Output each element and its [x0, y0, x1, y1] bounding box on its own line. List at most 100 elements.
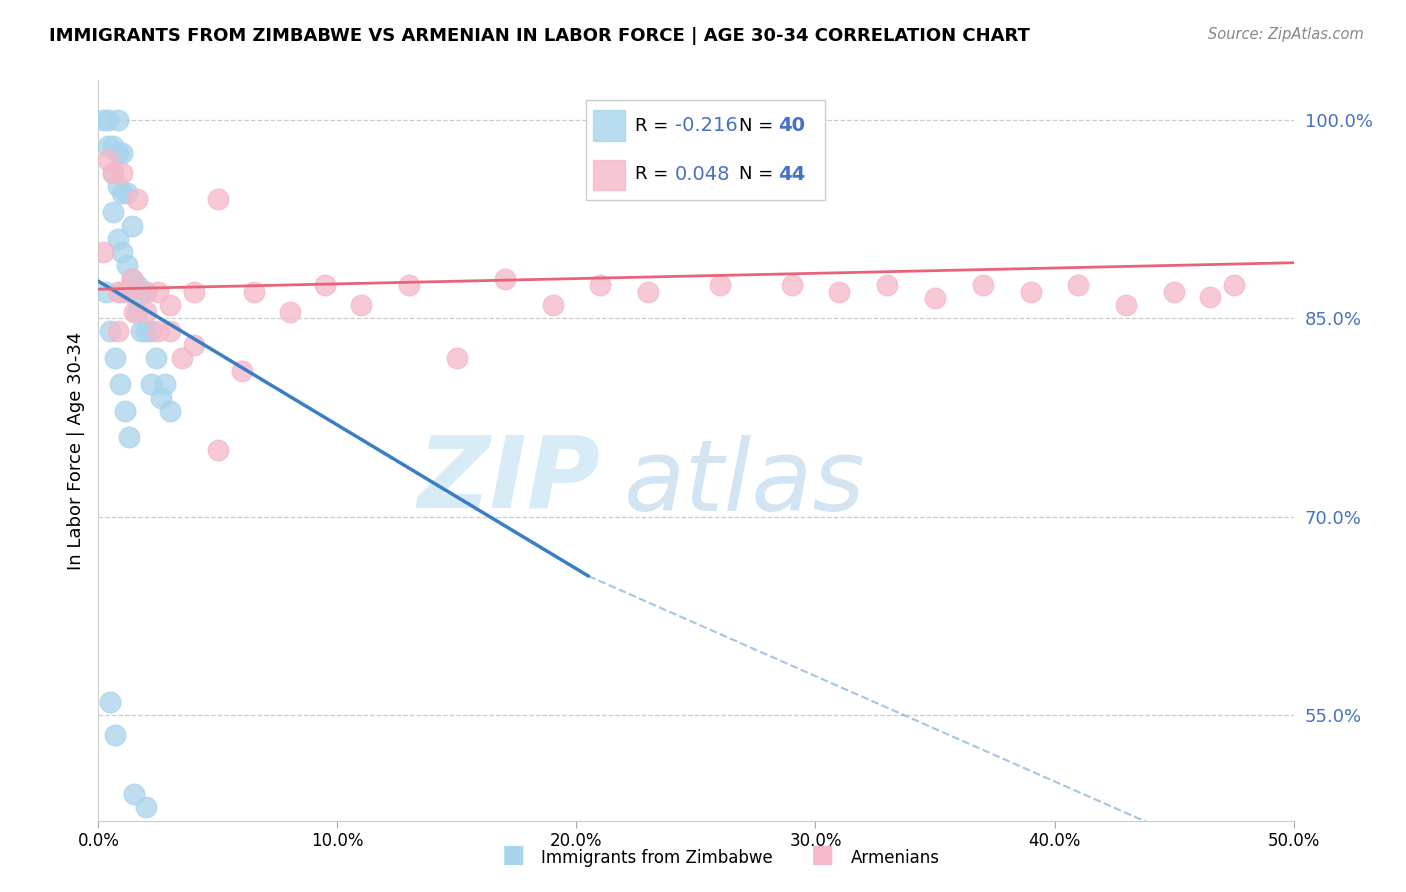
Point: [494, 271, 516, 285]
Point: [111, 146, 134, 161]
Point: [125, 304, 148, 318]
Point: [924, 292, 946, 306]
Point: [1067, 278, 1090, 293]
Point: [135, 285, 157, 299]
Bar: [593, 160, 626, 190]
Point: [159, 325, 181, 339]
Point: [94, 285, 117, 299]
Y-axis label: In Labor Force | Age 30-34: In Labor Force | Age 30-34: [66, 331, 84, 570]
Text: IMMIGRANTS FROM ZIMBABWE VS ARMENIAN IN LABOR FORCE | AGE 30-34 CORRELATION CHAR: IMMIGRANTS FROM ZIMBABWE VS ARMENIAN IN …: [49, 27, 1031, 45]
Text: R =: R =: [636, 165, 673, 183]
Point: [541, 298, 564, 312]
Point: [97, 139, 120, 153]
Point: [637, 285, 659, 299]
Point: [98, 325, 122, 339]
Point: [135, 285, 157, 299]
Point: [104, 351, 127, 365]
Point: [125, 192, 148, 206]
Point: [121, 219, 143, 233]
Point: [139, 325, 162, 339]
Point: [135, 325, 157, 339]
Point: [1019, 285, 1042, 299]
Point: [131, 325, 153, 339]
FancyBboxPatch shape: [586, 100, 824, 200]
Point: [121, 271, 143, 285]
Point: [114, 404, 136, 418]
Point: [828, 285, 851, 299]
Point: [145, 351, 167, 365]
Bar: [593, 111, 626, 141]
Point: [135, 800, 157, 814]
Point: [107, 232, 129, 246]
Point: [398, 278, 420, 293]
Point: [1115, 298, 1137, 312]
Text: N =: N =: [738, 117, 779, 135]
Text: N =: N =: [738, 165, 779, 183]
Point: [107, 146, 129, 161]
Point: [124, 787, 146, 801]
Point: [446, 351, 468, 365]
Point: [108, 377, 131, 392]
Point: [207, 443, 229, 458]
Point: [107, 325, 129, 339]
Point: [121, 271, 143, 285]
Point: [118, 430, 141, 444]
Point: [131, 285, 153, 299]
Point: [315, 278, 337, 293]
Point: [243, 285, 266, 299]
Text: -0.216: -0.216: [675, 116, 737, 136]
Point: [115, 259, 138, 273]
Text: Source: ZipAtlas.com: Source: ZipAtlas.com: [1208, 27, 1364, 42]
Text: R =: R =: [636, 117, 673, 135]
Point: [111, 285, 134, 299]
Point: [91, 245, 114, 260]
Text: Immigrants from Zimbabwe: Immigrants from Zimbabwe: [541, 849, 773, 867]
Point: [101, 166, 124, 180]
Point: [91, 112, 114, 127]
Point: [148, 325, 170, 339]
Point: [139, 377, 162, 392]
Text: Armenians: Armenians: [851, 849, 939, 867]
Point: [104, 728, 127, 742]
Point: [780, 278, 803, 293]
Point: [107, 179, 129, 194]
Point: [155, 377, 177, 392]
Text: 44: 44: [778, 164, 806, 184]
Point: [1163, 285, 1185, 299]
Point: [172, 351, 194, 365]
Point: [350, 298, 373, 312]
Text: atlas: atlas: [624, 435, 866, 533]
Point: [972, 278, 994, 293]
Text: ZIP: ZIP: [418, 432, 600, 529]
Point: [183, 285, 205, 299]
Point: [107, 112, 129, 127]
Point: [115, 285, 138, 299]
Point: [231, 364, 253, 378]
Point: [159, 404, 181, 418]
Point: [98, 695, 122, 709]
Point: [149, 391, 172, 405]
Point: [159, 298, 181, 312]
Point: [111, 186, 134, 200]
Text: 0.048: 0.048: [675, 164, 730, 184]
Point: [1199, 290, 1222, 304]
Point: [148, 285, 170, 299]
Point: [1223, 278, 1246, 293]
Point: [876, 278, 898, 293]
Point: [97, 153, 120, 167]
Text: ■: ■: [502, 843, 524, 867]
Point: [111, 245, 134, 260]
Point: [101, 205, 124, 219]
Point: [709, 278, 731, 293]
Point: [207, 192, 229, 206]
Point: [135, 304, 157, 318]
Point: [278, 304, 301, 318]
Text: ■: ■: [811, 843, 834, 867]
Point: [125, 278, 148, 293]
Point: [589, 278, 612, 293]
Point: [115, 186, 138, 200]
Point: [183, 337, 205, 351]
Point: [97, 112, 120, 127]
Text: 40: 40: [778, 116, 804, 136]
Point: [101, 166, 124, 180]
